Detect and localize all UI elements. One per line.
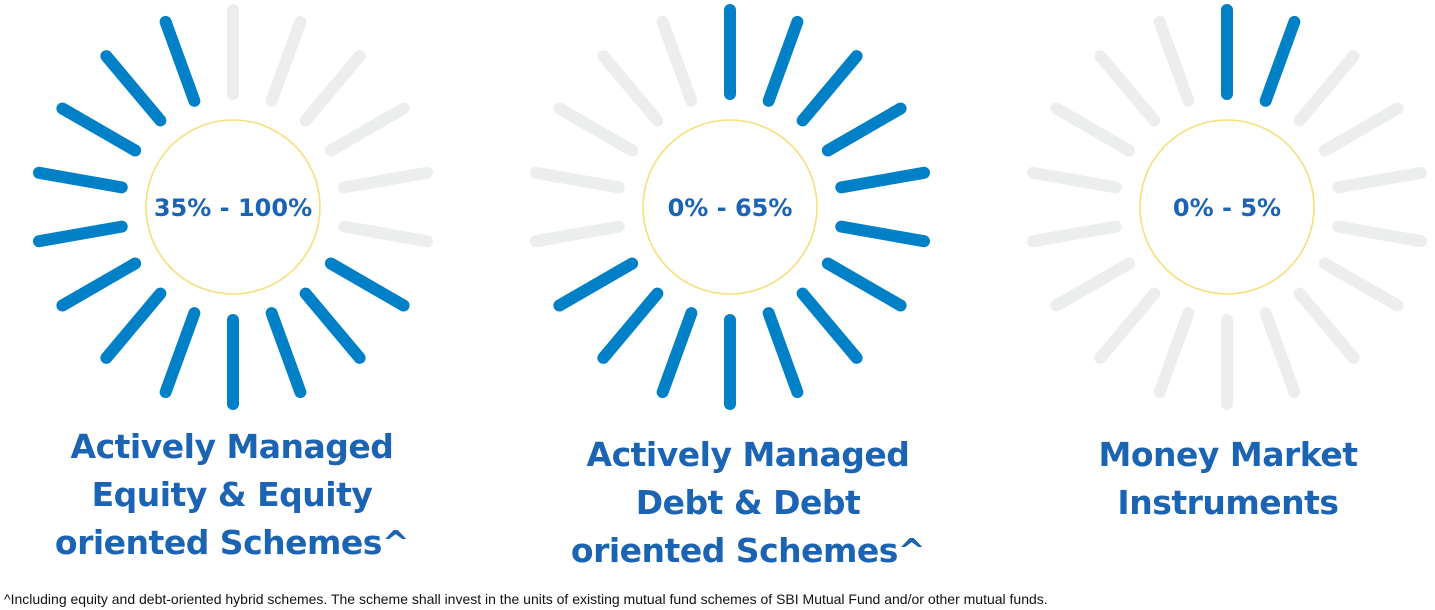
spoke-inactive — [1026, 220, 1122, 248]
spoke-active — [796, 287, 863, 364]
title-line: Instruments — [1117, 483, 1339, 522]
spoke-inactive — [529, 166, 625, 194]
range-label: 0% - 5% — [1173, 194, 1281, 222]
spoke-inactive — [1332, 166, 1428, 194]
spoke-inactive — [299, 50, 366, 127]
range-label: 35% - 100% — [154, 194, 312, 222]
spoke-active — [56, 257, 142, 312]
title-line: Equity & Equity — [91, 475, 373, 514]
spoke-inactive — [1050, 102, 1136, 157]
spoke-active — [299, 287, 366, 364]
spoke-active — [796, 50, 863, 127]
spoke-inactive — [553, 102, 639, 157]
spoke-inactive — [1293, 50, 1360, 127]
title-line: oriented Schemes^ — [54, 523, 410, 562]
center-ring — [145, 119, 321, 295]
spoke-active — [762, 15, 804, 107]
spoke-inactive — [324, 102, 410, 157]
dial-title-debt: Actively Managed Debt & Debt oriented Sc… — [528, 431, 968, 575]
footnote: ^Including equity and debt-oriented hybr… — [4, 591, 1048, 607]
title-line: Money Market — [1098, 435, 1358, 474]
spoke-inactive — [265, 15, 307, 107]
spoke-inactive — [1153, 307, 1195, 399]
spoke-active — [656, 307, 698, 399]
title-line: Actively Managed — [586, 435, 910, 474]
spoke-active — [835, 166, 931, 194]
spoke-inactive — [529, 220, 625, 248]
spoke-inactive — [1318, 102, 1404, 157]
spoke-active — [821, 102, 907, 157]
title-line: Actively Managed — [70, 427, 394, 466]
spoke-inactive — [1318, 257, 1404, 312]
spoke-active — [1259, 15, 1301, 107]
spoke-active — [32, 166, 128, 194]
spoke-active — [821, 257, 907, 312]
spoke-active — [553, 257, 639, 312]
spoke-active — [100, 287, 167, 364]
range-label: 0% - 65% — [668, 194, 793, 222]
spoke-inactive — [1259, 307, 1301, 399]
spoke-active — [56, 102, 142, 157]
title-line: oriented Schemes^ — [570, 531, 926, 570]
dial-debt: 0% - 65% — [529, 4, 931, 410]
spoke-inactive — [1094, 287, 1161, 364]
spoke-inactive — [597, 50, 664, 127]
center-ring — [1139, 119, 1315, 295]
spoke-inactive — [338, 166, 434, 194]
dial-title-money-market: Money Market Instruments — [1008, 431, 1435, 527]
spoke-active — [597, 287, 664, 364]
spoke-active — [324, 257, 410, 312]
spoke-active — [159, 307, 201, 399]
spoke-inactive — [656, 15, 698, 107]
spoke-inactive — [338, 220, 434, 248]
spoke-active — [762, 307, 804, 399]
spoke-active — [159, 15, 201, 107]
dial-equity: 35% - 100% — [32, 4, 434, 410]
dial-money-market: 0% - 5% — [1026, 4, 1428, 410]
spoke-inactive — [1026, 166, 1122, 194]
spoke-inactive — [1153, 15, 1195, 107]
spoke-active — [32, 220, 128, 248]
spoke-active — [100, 50, 167, 127]
spoke-inactive — [1293, 287, 1360, 364]
spoke-inactive — [1094, 50, 1161, 127]
spoke-inactive — [1050, 257, 1136, 312]
spoke-inactive — [1332, 220, 1428, 248]
spoke-active — [835, 220, 931, 248]
dial-title-equity: Actively Managed Equity & Equity oriente… — [12, 423, 452, 567]
center-ring — [642, 119, 818, 295]
title-line: Debt & Debt — [635, 483, 861, 522]
spoke-active — [265, 307, 307, 399]
